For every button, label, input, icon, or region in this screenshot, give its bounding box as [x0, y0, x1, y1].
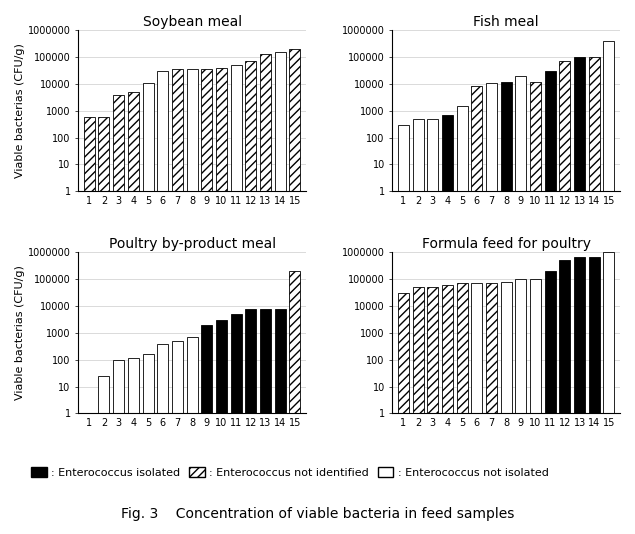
Bar [128, 92, 139, 534]
Bar [516, 279, 526, 534]
Bar [142, 83, 154, 534]
Bar [530, 279, 541, 534]
Bar [260, 309, 271, 534]
Bar [84, 116, 95, 534]
Bar [201, 69, 212, 534]
Bar [413, 287, 424, 534]
Bar [559, 61, 570, 534]
Legend: : Enterococcus isolated, : Enterococcus not identified, : Enterococcus not isola: : Enterococcus isolated, : Enterococcus … [31, 467, 549, 478]
Bar [471, 284, 483, 534]
Bar [442, 115, 453, 534]
Bar [172, 69, 183, 534]
Title: Formula feed for poultry: Formula feed for poultry [422, 237, 591, 251]
Bar [231, 314, 242, 534]
Bar [574, 57, 585, 534]
Bar [216, 68, 227, 534]
Title: Soybean meal: Soybean meal [142, 15, 242, 29]
Bar [172, 341, 183, 534]
Bar [113, 95, 124, 534]
Bar [275, 309, 286, 534]
Bar [486, 284, 497, 534]
Bar [471, 87, 483, 534]
Bar [589, 256, 600, 534]
Text: Fig. 3    Concentration of viable bacteria in feed samples: Fig. 3 Concentration of viable bacteria … [121, 507, 514, 521]
Bar [201, 325, 212, 534]
Bar [245, 309, 257, 534]
Bar [413, 119, 424, 534]
Bar [574, 256, 585, 534]
Bar [275, 52, 286, 534]
Bar [290, 271, 300, 534]
Bar [589, 57, 600, 534]
Title: Fish meal: Fish meal [473, 15, 539, 29]
Bar [486, 83, 497, 534]
Bar [187, 69, 197, 534]
Bar [290, 49, 300, 534]
Bar [98, 116, 109, 534]
Bar [157, 71, 168, 534]
Bar [500, 282, 512, 534]
Bar [427, 119, 438, 534]
Bar [603, 253, 615, 534]
Bar [457, 284, 467, 534]
Bar [603, 41, 615, 534]
Bar [398, 125, 409, 534]
Bar [231, 65, 242, 534]
Bar [545, 271, 556, 534]
Bar [142, 354, 154, 534]
Y-axis label: Viable bacterias (CFU/g): Viable bacterias (CFU/g) [15, 265, 25, 400]
Bar [216, 320, 227, 534]
Bar [457, 106, 467, 534]
Bar [559, 261, 570, 534]
Bar [84, 413, 95, 534]
Bar [398, 293, 409, 534]
Bar [530, 82, 541, 534]
Title: Poultry by-product meal: Poultry by-product meal [109, 237, 276, 251]
Bar [187, 337, 197, 534]
Bar [516, 76, 526, 534]
Bar [260, 54, 271, 534]
Bar [245, 61, 257, 534]
Bar [98, 376, 109, 534]
Bar [128, 358, 139, 534]
Bar [113, 360, 124, 534]
Bar [545, 71, 556, 534]
Bar [427, 287, 438, 534]
Y-axis label: Viable bacterias (CFU/g): Viable bacterias (CFU/g) [15, 43, 25, 178]
Bar [442, 285, 453, 534]
Bar [500, 82, 512, 534]
Bar [157, 343, 168, 534]
